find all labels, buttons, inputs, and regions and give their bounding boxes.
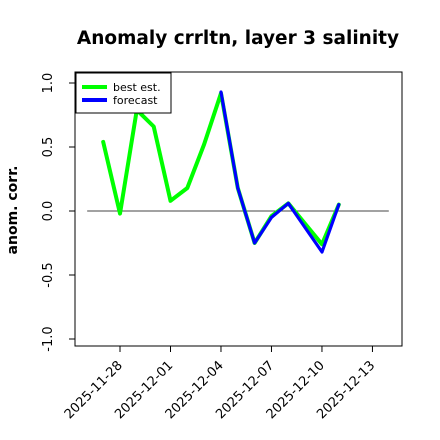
legend-label: forecast xyxy=(113,94,158,107)
plot-frame xyxy=(74,71,403,347)
x-axis: 2025-11-282025-12-012025-12-042025-12-07… xyxy=(62,346,378,422)
series-line xyxy=(101,91,341,247)
chart-title: Anomaly crrltn, layer 3 salinity xyxy=(77,28,399,49)
y-tick-label: -1.0 xyxy=(41,326,56,351)
plot-lines xyxy=(87,90,389,254)
legend-label: best est. xyxy=(113,81,161,94)
y-tick-label: 0.0 xyxy=(41,201,56,222)
series-line xyxy=(219,90,341,254)
y-tick-label: -0.5 xyxy=(41,262,56,287)
y-axis: -1.0 -0.5 0.0 0.5 1.0 xyxy=(41,73,75,352)
legend-box xyxy=(75,72,172,114)
y-tick-label: 1.0 xyxy=(41,73,56,94)
legend: best est.forecast xyxy=(75,72,172,114)
y-axis-label: anom. corr. xyxy=(5,166,21,255)
y-tick-label: 0.5 xyxy=(41,137,56,158)
